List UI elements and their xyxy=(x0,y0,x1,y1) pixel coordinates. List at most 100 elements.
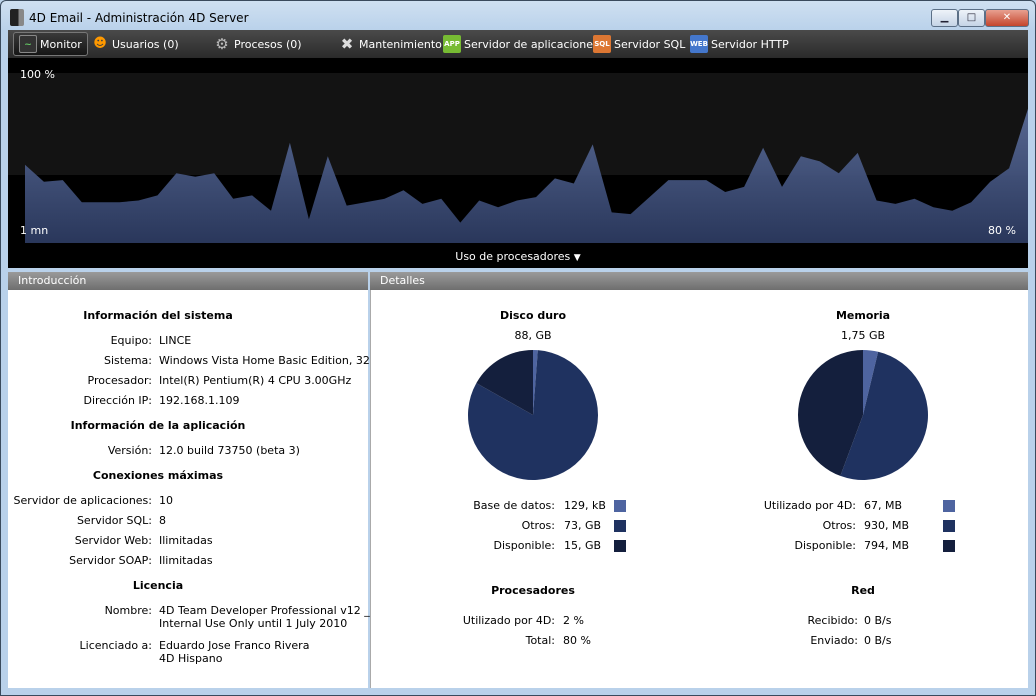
intro-panel: Información del sistema Equipo: LINCE Sist… xyxy=(8,290,374,688)
intro-header: Introducción xyxy=(8,272,368,290)
processors-title: Procesadores xyxy=(491,584,575,597)
tab-sql-server[interactable]: SQL Servidor SQL xyxy=(588,32,690,56)
monitor-icon: ~ xyxy=(19,35,37,53)
version-value: 12.0 build 73750 (beta 3) xyxy=(159,444,300,457)
gear-icon: ⚙ xyxy=(215,35,229,53)
processor-label: Total: xyxy=(525,634,555,647)
disk-pie-chart xyxy=(468,350,598,480)
tools-icon: ✖ xyxy=(340,35,354,53)
version-label: Versión: xyxy=(107,444,152,457)
toolbar: ~ Monitor ☻ Usuarios (0) ⚙ Procesos (0) ✖ Ma… xyxy=(8,30,1028,58)
users-icon: ☻ xyxy=(93,36,107,51)
cpu-usage-graph: 100 % 1 mn 80 % Uso de procesadores ▼ xyxy=(8,58,1028,268)
minimize-button[interactable]: ▁ xyxy=(931,9,958,27)
pie-slice xyxy=(476,350,533,415)
network-label: Recibido: xyxy=(807,614,858,627)
legend-swatch xyxy=(614,540,626,552)
pie-slice xyxy=(798,350,863,476)
legend-value: 794, MB xyxy=(864,539,910,552)
system-info-label: Dirección IP: xyxy=(83,394,152,407)
legend-label: Utilizado por 4D: xyxy=(763,499,856,512)
connection-label: Servidor SOAP: xyxy=(69,554,152,567)
tab-monitor[interactable]: ~ Monitor xyxy=(13,32,88,56)
memory-title: Memoria xyxy=(835,309,891,322)
cpu-usage-chart xyxy=(8,73,1028,243)
pie-slice xyxy=(533,350,538,415)
cpu-usage-area xyxy=(25,108,1028,243)
connection-value: 10 xyxy=(159,494,173,507)
y-max-label: 100 % xyxy=(20,68,55,81)
connection-label: Servidor SQL: xyxy=(76,514,152,527)
maximize-button[interactable]: □ xyxy=(958,9,985,27)
connection-value: 8 xyxy=(159,514,166,527)
app-server-icon: APP xyxy=(443,35,461,53)
legend-label: Otros: xyxy=(822,519,856,532)
network-value: 0 B/s xyxy=(864,614,892,627)
network-value: 0 B/s xyxy=(864,634,892,647)
current-value-label: 80 % xyxy=(988,224,1016,237)
sql-server-icon: SQL xyxy=(593,35,611,53)
tab-processes[interactable]: ⚙ Procesos (0) xyxy=(208,32,307,56)
tab-label: Servidor HTTP xyxy=(711,37,789,51)
pie-slice xyxy=(863,350,879,415)
system-info-label: Sistema: xyxy=(103,354,152,367)
system-info-title: Información del sistema xyxy=(83,309,233,322)
legend-label: Disponible: xyxy=(794,539,856,552)
memory-total: 1,75 GB xyxy=(840,329,886,342)
system-info-value: 192.168.1.109 xyxy=(159,394,240,407)
tab-maintenance[interactable]: ✖ Mantenimiento xyxy=(333,32,447,56)
processor-value: 80 % xyxy=(563,634,591,647)
license-name-label: Nombre: xyxy=(104,604,152,617)
tab-label: Monitor xyxy=(40,37,82,51)
licensee-line2: 4D Hispano xyxy=(159,652,223,665)
pie-slice xyxy=(468,350,598,480)
processor-value: 2 % xyxy=(563,614,584,627)
system-info-label: Procesador: xyxy=(87,374,153,387)
connection-label: Servidor de aplicaciones: xyxy=(13,494,152,507)
tab-label: Usuarios (0) xyxy=(112,37,179,51)
tab-label: Servidor SQL xyxy=(614,37,686,51)
network-label: Enviado: xyxy=(810,634,858,647)
connection-label: Servidor Web: xyxy=(74,534,152,547)
graph-selector[interactable]: Uso de procesadores ▼ xyxy=(8,250,1028,263)
legend-label: Base de datos: xyxy=(473,499,555,512)
system-info-value: LINCE xyxy=(159,334,192,347)
chevron-down-icon: ▼ xyxy=(573,253,581,263)
tab-label: Mantenimiento xyxy=(359,37,442,51)
legend-swatch xyxy=(943,520,955,532)
network-title: Red xyxy=(851,584,875,597)
system-info-label: Equipo: xyxy=(110,334,152,347)
connection-value: Ilimitadas xyxy=(159,554,213,567)
connection-value: Ilimitadas xyxy=(159,534,213,547)
app-info-title: Información de la aplicación xyxy=(70,419,246,432)
licensee-label: Licenciado a: xyxy=(79,639,152,652)
graph-upper-band xyxy=(8,73,1028,175)
disk-title: Disco duro xyxy=(499,309,567,322)
tab-http-server[interactable]: WEB Servidor HTTP xyxy=(685,32,794,56)
tab-users[interactable]: ☻ Usuarios (0) xyxy=(86,32,184,56)
tab-label: Servidor de aplicaciones xyxy=(464,37,599,51)
close-button[interactable]: ✕ xyxy=(985,9,1029,27)
system-info-value: Windows Vista Home Basic Edition, 32- xyxy=(159,354,374,367)
license-title: Licencia xyxy=(132,579,184,592)
details-header: Detalles xyxy=(370,272,1028,290)
processor-label: Utilizado por 4D: xyxy=(462,614,555,627)
legend-label: Otros: xyxy=(521,519,555,532)
legend-swatch xyxy=(614,520,626,532)
tab-app-server[interactable]: APP Servidor de aplicaciones xyxy=(438,32,604,56)
disk-total: 88, GB xyxy=(514,329,552,342)
legend-value: 73, GB xyxy=(564,519,602,532)
licensee-line1: Eduardo Jose Franco Rivera xyxy=(159,639,310,652)
legend-value: 930, MB xyxy=(864,519,910,532)
legend-swatch xyxy=(943,500,955,512)
legend-value: 67, MB xyxy=(864,499,903,512)
tab-label: Procesos (0) xyxy=(234,37,302,51)
graph-selector-label: Uso de procesadores xyxy=(455,250,571,263)
http-server-icon: WEB xyxy=(690,35,708,53)
legend-swatch xyxy=(943,540,955,552)
license-name-line1: 4D Team Developer Professional v12 _ xyxy=(159,604,370,617)
window-title: 4D Email - Administración 4D Server xyxy=(29,11,249,25)
legend-swatch xyxy=(614,500,626,512)
legend-label: Disponible: xyxy=(493,539,555,552)
system-info-value: Intel(R) Pentium(R) 4 CPU 3.00GHz xyxy=(159,374,352,387)
